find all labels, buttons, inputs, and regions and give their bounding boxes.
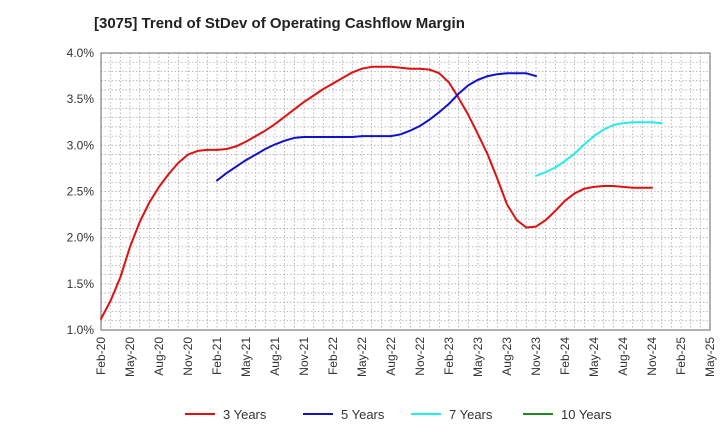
x-tick-label: Nov-20 — [181, 337, 195, 376]
x-tick-label: May-25 — [703, 337, 717, 377]
grid — [101, 53, 710, 330]
chart-title: [3075] Trend of StDev of Operating Cashf… — [94, 15, 465, 32]
y-tick-label: 2.5% — [67, 185, 95, 199]
x-tick-label: Feb-22 — [326, 337, 340, 375]
series-line-3-years — [100, 65, 653, 320]
x-tick-label: Feb-23 — [442, 337, 456, 375]
y-tick-label: 3.0% — [67, 138, 95, 152]
x-tick-label: May-20 — [123, 337, 137, 377]
x-tick-label: Feb-24 — [558, 337, 572, 375]
legend-label: 5 Years — [341, 407, 385, 422]
x-tick-label: Nov-22 — [413, 337, 427, 376]
x-tick-label: Feb-20 — [94, 337, 108, 375]
x-tick-label: Nov-24 — [645, 337, 659, 376]
y-tick-label: 1.0% — [67, 323, 95, 337]
x-tick-label: May-22 — [355, 337, 369, 377]
x-tick-label: Aug-23 — [500, 337, 514, 376]
x-tick-label: Aug-22 — [384, 337, 398, 376]
legend-label: 10 Years — [561, 407, 612, 422]
legend-label: 3 Years — [223, 407, 267, 422]
series-line-7-years — [535, 121, 663, 177]
x-tick-label: May-23 — [471, 337, 485, 377]
x-tick-label: Aug-20 — [152, 337, 166, 376]
x-tick-label: Nov-21 — [297, 337, 311, 376]
plot-border — [100, 52, 711, 331]
legend-label: 7 Years — [449, 407, 493, 422]
y-tick-label: 3.5% — [67, 92, 95, 106]
x-tick-label: Feb-25 — [674, 337, 688, 375]
x-tick-label: Nov-23 — [529, 337, 543, 376]
y-tick-label: 1.5% — [67, 277, 95, 291]
y-tick-label: 4.0% — [67, 46, 95, 60]
y-tick-label: 2.0% — [67, 231, 95, 245]
x-tick-label: Feb-21 — [210, 337, 224, 375]
series-line-5-years — [216, 72, 537, 182]
x-tick-label: Aug-24 — [616, 337, 630, 376]
x-tick-label: May-21 — [239, 337, 253, 377]
x-tick-label: Aug-21 — [268, 337, 282, 376]
x-tick-label: May-24 — [587, 337, 601, 377]
